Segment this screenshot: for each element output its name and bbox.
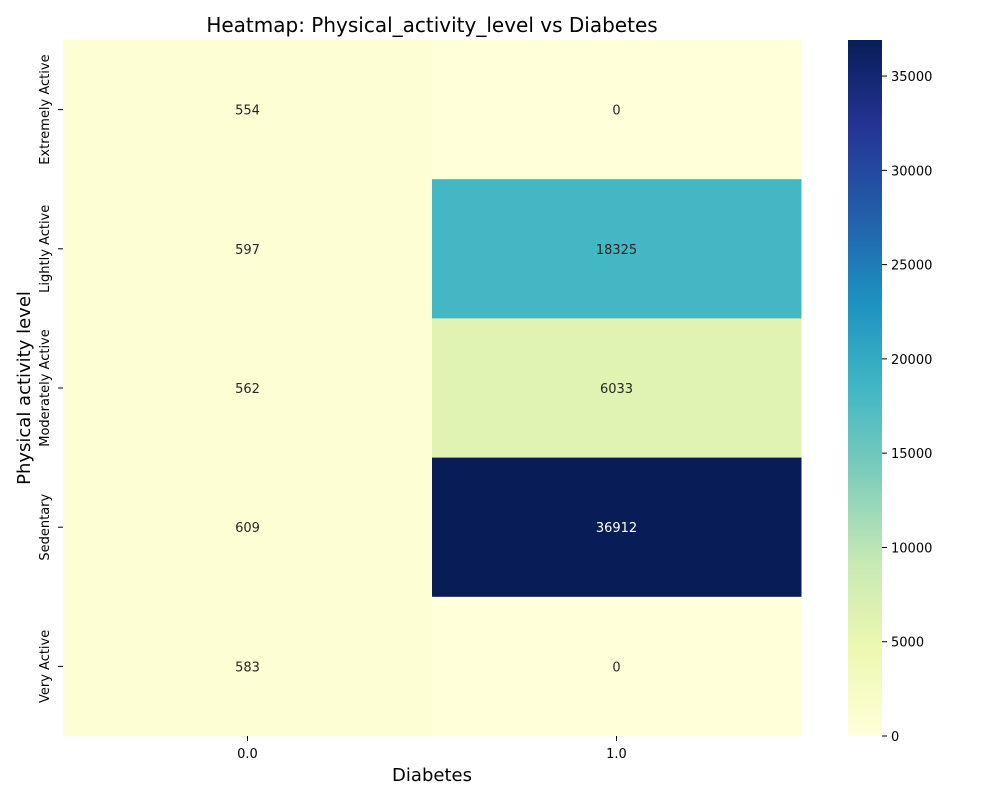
cell-value-label: 583 (235, 660, 260, 675)
cell-value-label: 6033 (600, 382, 633, 397)
cell-value-label: 0 (612, 660, 620, 675)
heatmap-cell (63, 457, 433, 598)
colorbar-tick-label: 0 (891, 730, 899, 745)
cell-value-label: 597 (235, 243, 260, 258)
y-axis-ticks: Extremely Active Lightly Active Moderately… (38, 54, 63, 703)
colorbar-tick-label: 30000 (891, 164, 932, 179)
heatmap-cell (432, 596, 802, 737)
heatmap-cell (63, 40, 433, 180)
colorbar-tick-label: 20000 (891, 353, 932, 368)
cell-value-label: 562 (235, 382, 260, 397)
x-axis-label: Diabetes (392, 765, 472, 786)
y-tick-label: Lightly Active (38, 205, 53, 293)
cell-value-label: 609 (235, 521, 260, 536)
heatmap-cell (432, 40, 802, 180)
heatmap-cell (432, 318, 802, 459)
cell-value-label: 36912 (596, 521, 637, 536)
x-axis-ticks: 0.0 1.0 (237, 736, 627, 762)
y-axis-label: Physical activity level (14, 291, 35, 485)
cell-value-label: 18325 (596, 243, 637, 258)
y-tick-label: Very Active (38, 630, 53, 703)
cell-value-label: 554 (235, 104, 260, 119)
colorbar-tick-label: 10000 (891, 541, 932, 556)
heatmap-cell (432, 179, 802, 319)
heatmap-cell (432, 457, 802, 598)
heatmap-cell (63, 318, 433, 459)
y-tick-label: Sedentary (38, 493, 53, 560)
colorbar (848, 40, 882, 736)
x-tick-label: 1.0 (606, 747, 627, 762)
heatmap-cell (63, 596, 433, 737)
colorbar-tick-label: 35000 (891, 70, 932, 85)
y-tick-label: Moderately Active (38, 329, 53, 446)
y-tick-label: Extremely Active (38, 54, 53, 164)
colorbar-ticks: 0 5000 10000 15000 20000 25000 30000 35000 (882, 70, 932, 745)
colorbar-tick-label: 15000 (891, 447, 932, 462)
chart-title: Heatmap: Physical_activity_level vs Diab… (206, 13, 657, 37)
heatmap-cells: 554 0 597 18325 562 6033 609 36912 583 0 (63, 40, 802, 737)
colorbar-tick-label: 5000 (891, 636, 924, 651)
x-tick-label: 0.0 (237, 747, 258, 762)
heatmap-cell (63, 179, 433, 319)
colorbar-tick-label: 25000 (891, 259, 932, 274)
cell-value-label: 0 (612, 104, 620, 119)
